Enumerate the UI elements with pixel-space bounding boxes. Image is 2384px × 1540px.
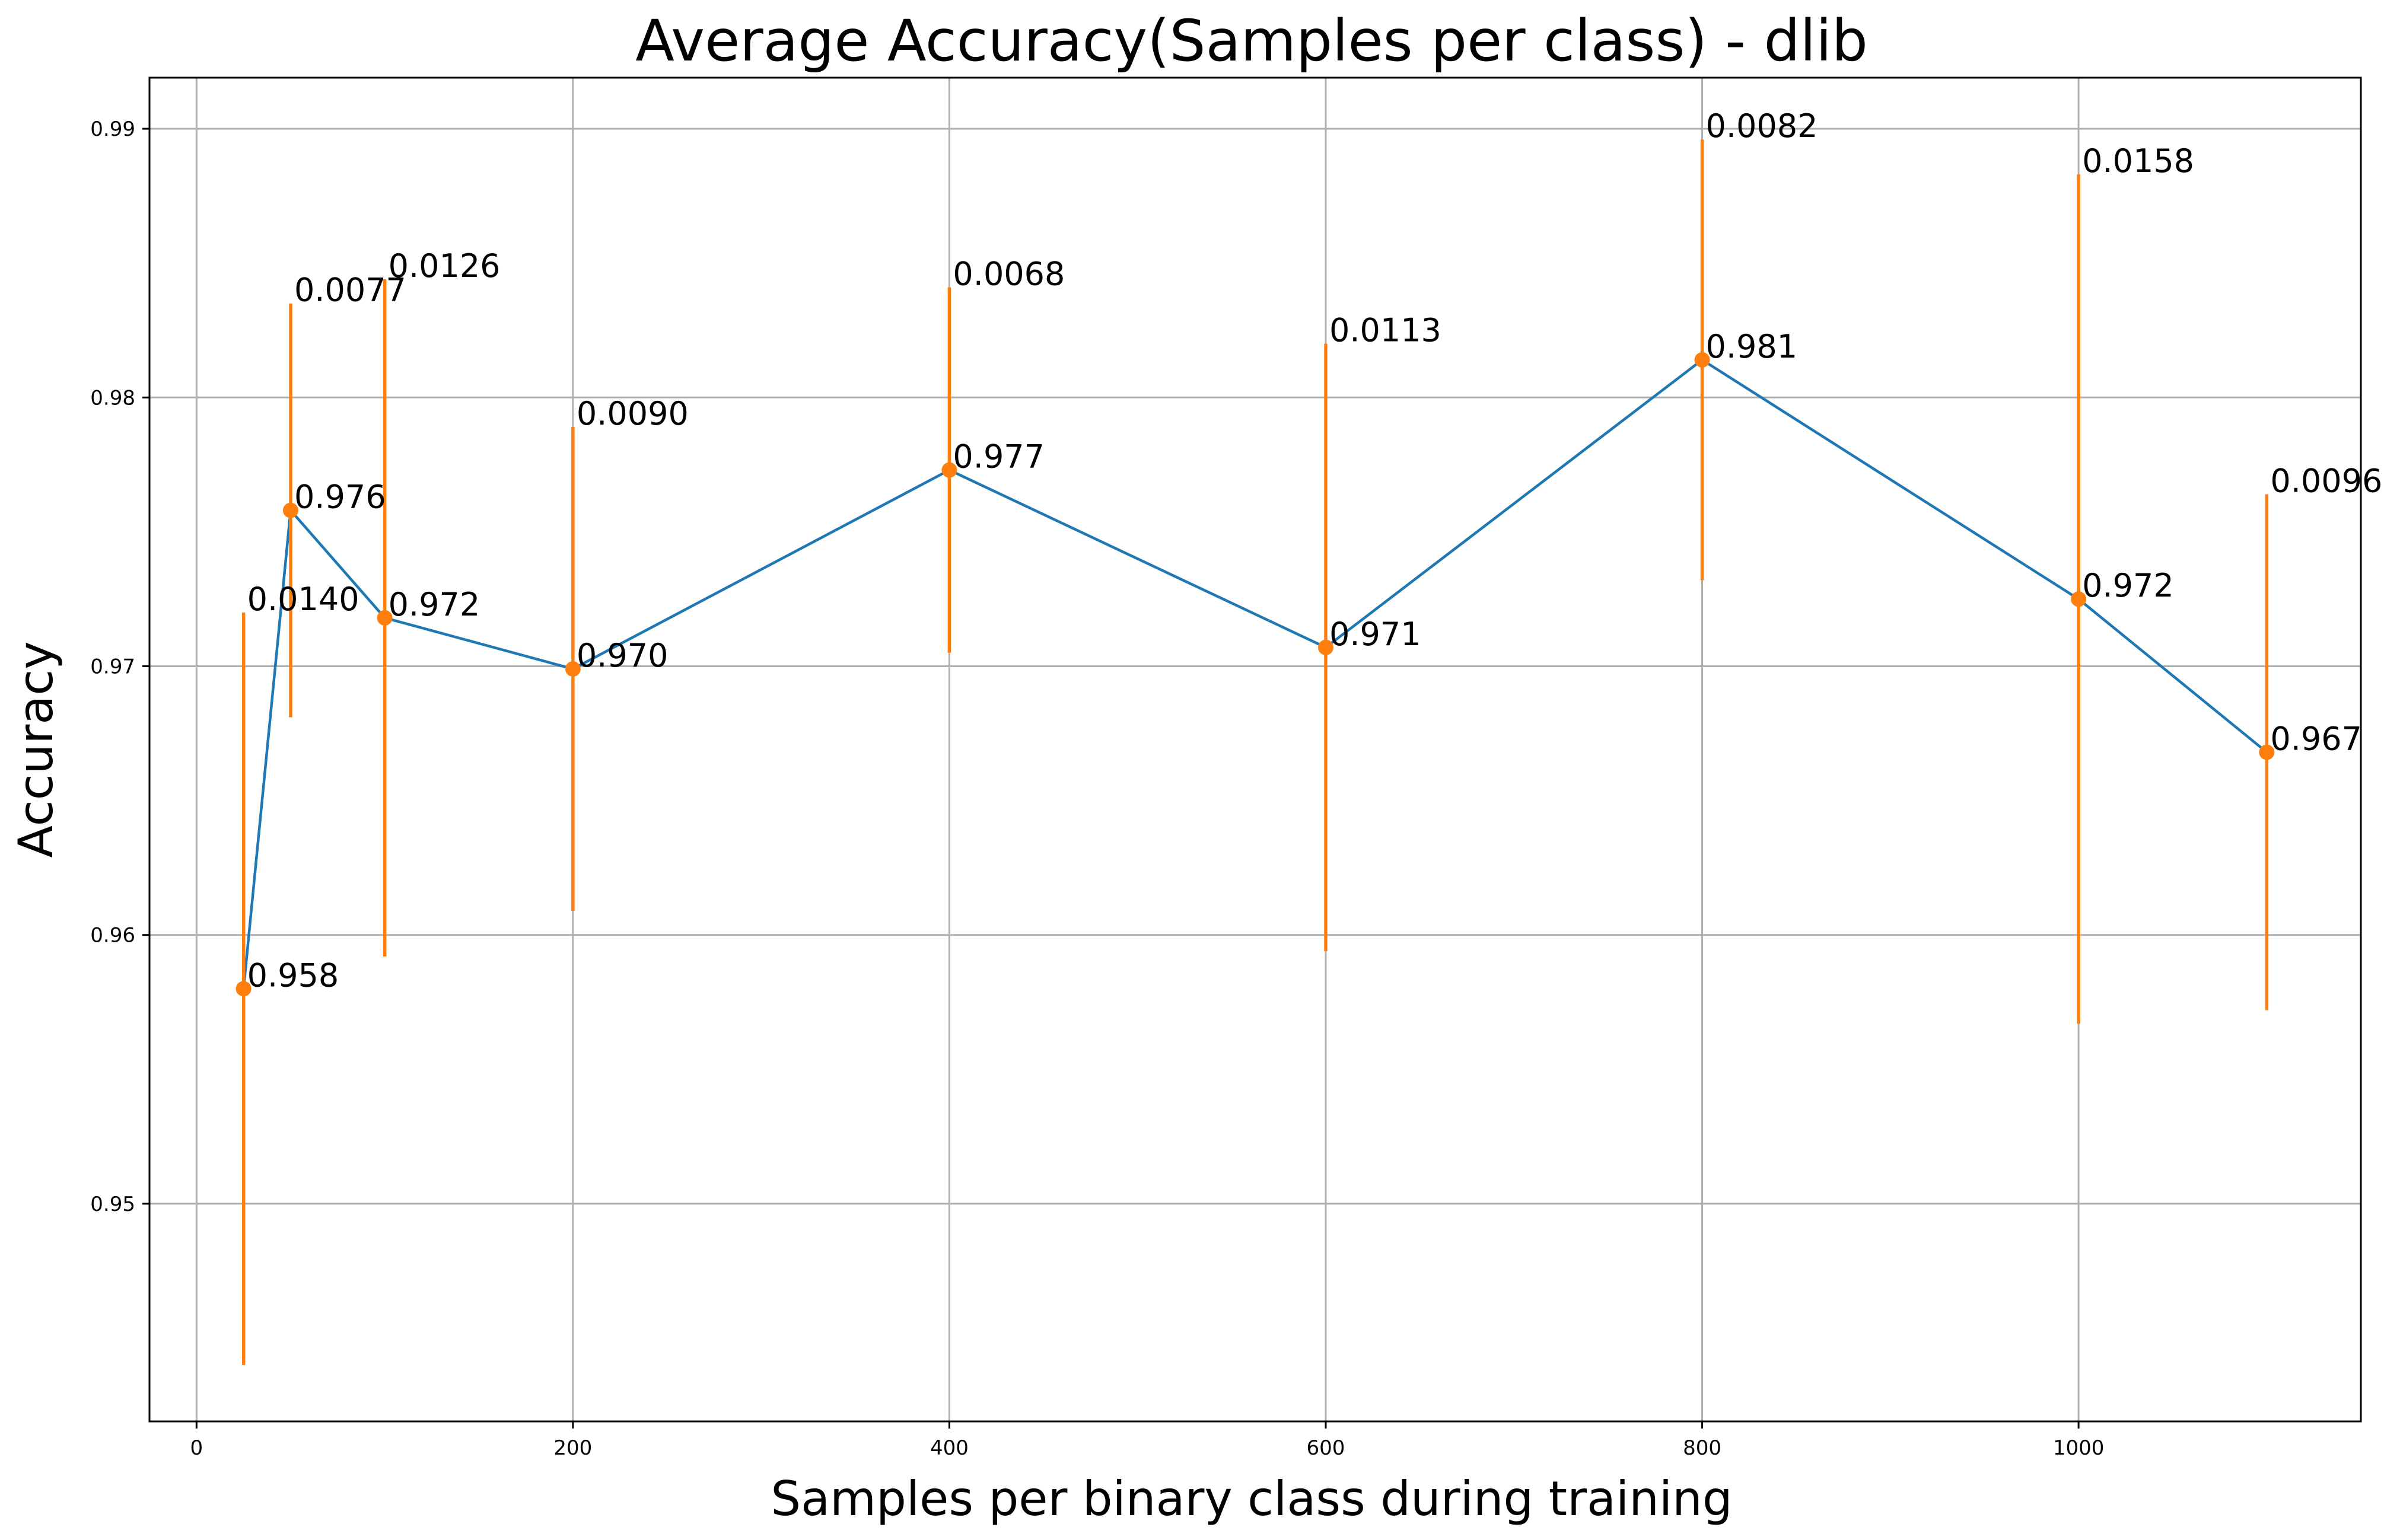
value-label: 0.972 [2082,567,2174,604]
x-tick-label: 1000 [2053,1436,2105,1460]
data-point [565,661,581,677]
error-label: 0.0096 [2270,462,2382,499]
axes [148,76,2362,1423]
error-label: 0.0158 [2082,142,2194,180]
data-point [1694,352,1710,368]
error-label: 0.0077 [294,272,406,309]
x-tick-label: 400 [930,1436,969,1460]
data-point [282,502,298,518]
data-point [2259,744,2275,760]
error-label: 0.0082 [1706,107,1818,145]
plot-frame [148,76,2362,1423]
error-label: 0.0113 [1329,312,1441,349]
error-label: 0.0090 [577,395,689,432]
data-point [235,981,252,997]
value-label: 0.981 [1706,328,1798,365]
error-label: 0.0140 [247,581,359,618]
error-label: 0.0068 [953,255,1065,292]
x-tick-label: 200 [553,1436,592,1460]
y-tick-label: 0.95 [90,1193,135,1216]
marker-layer [235,352,2275,997]
data-point [377,610,393,626]
y-tick-label: 0.99 [90,117,135,141]
y-axis-ticks: 0.95 0.96 0.97 0.98 0.99 [90,117,149,1216]
y-tick-label: 0.96 [90,924,135,948]
chart-title: Average Accuracy(Samples per class) - dl… [635,8,1868,74]
y-tick-label: 0.97 [90,655,135,679]
value-label: 0.976 [294,479,386,516]
errorbar-layer [241,139,2269,1365]
error-label: 0.0126 [389,247,501,285]
x-axis-label: Samples per binary class during training [771,1471,1732,1526]
value-label: 0.971 [1329,616,1421,653]
value-label: 0.958 [247,956,339,994]
y-axis-label: Accuracy [8,641,63,857]
x-tick-label: 600 [1307,1436,1345,1460]
y-tick-label: 0.98 [90,386,135,410]
data-label-layer: 0.958 0.0140 0.976 0.0077 0.972 0.0126 0.970 0.… [247,107,2383,994]
data-point [941,462,957,478]
x-tick-label: 0 [190,1436,203,1460]
data-point [1317,639,1333,655]
x-axis-ticks: 0 200 400 600 800 1000 [190,1421,2104,1460]
value-label: 0.970 [577,637,669,674]
value-label: 0.972 [389,586,480,623]
value-label: 0.967 [2270,720,2362,758]
value-label: 0.977 [953,438,1045,476]
data-point [2071,591,2087,607]
x-tick-label: 800 [1683,1436,1721,1460]
